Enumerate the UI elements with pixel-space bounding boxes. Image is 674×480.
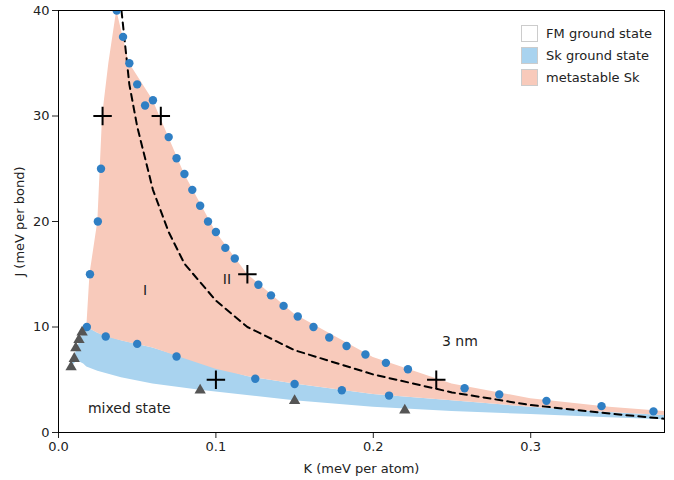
svg-text:0.1: 0.1 [206,439,227,454]
svg-text:0.0: 0.0 [48,439,69,454]
svg-text:30: 30 [33,108,50,123]
svg-text:I: I [143,282,147,298]
html-text:metastable Sk: metastable Sk [546,69,640,85]
svg-text:K (meV per atom): K (meV per atom) [304,461,420,476]
svg-text:10: 10 [33,319,50,334]
svg-text:J (meV per bond): J (meV per bond) [12,166,27,277]
svg-text:20: 20 [33,214,50,229]
svg-text:40: 40 [33,3,50,18]
svg-text:mixed state: mixed state [88,400,171,416]
svg-text:0: 0 [41,425,49,440]
svg-text:3 nm: 3 nm [442,333,478,349]
svg-text:II: II [223,271,231,287]
html-text:FM ground state: FM ground state [546,25,652,41]
svg-text:0.3: 0.3 [520,439,541,454]
html-text:Sk ground state: Sk ground state [546,47,650,63]
svg-text:0.2: 0.2 [363,439,384,454]
